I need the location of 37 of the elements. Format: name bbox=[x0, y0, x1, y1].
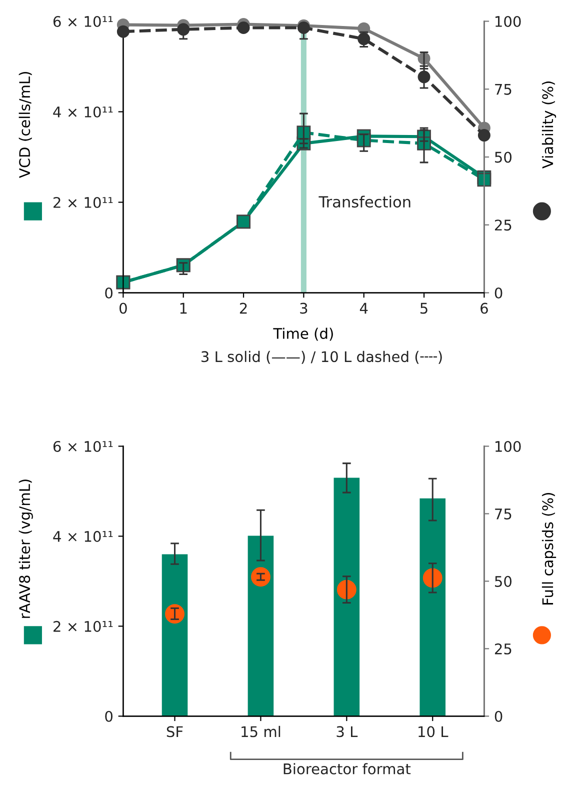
x-tick-label: 3 bbox=[300, 302, 308, 314]
x-tick-label: SF bbox=[166, 726, 183, 738]
y2-tick-label: 0 bbox=[494, 710, 502, 722]
y-tick-label: 4 × 10¹¹ bbox=[53, 530, 113, 542]
x-tick-label: 2 bbox=[240, 302, 247, 314]
y-axis-title: rAAV8 titer (vg/mL) bbox=[18, 480, 33, 618]
x-tick-label: 4 bbox=[360, 302, 368, 314]
x-tick-label: 15 ml bbox=[242, 726, 280, 738]
x-tick-label: 3 L bbox=[336, 726, 358, 738]
x-tick-label: 10 L bbox=[418, 726, 448, 738]
y-tick-label: 6 × 10¹¹ bbox=[53, 16, 113, 27]
x-tick-label: 1 bbox=[180, 302, 187, 314]
y-tick-label: 0 bbox=[105, 710, 113, 722]
y2-tick-label: 100 bbox=[496, 440, 521, 452]
text: 3 L solid (——) / 10 L dashed (╌╌) bbox=[201, 350, 442, 364]
x-tick-label: 5 bbox=[420, 302, 428, 314]
y2-tick-label: 75 bbox=[495, 508, 512, 520]
y-axis-title: VCD (cells/mL) bbox=[18, 72, 32, 178]
y2-tick-label: 50 bbox=[495, 152, 512, 163]
y2-tick-label: 25 bbox=[494, 643, 512, 654]
y2-tick-label: 75 bbox=[495, 84, 512, 95]
y2-axis-title: Full capsids (%) bbox=[542, 492, 556, 604]
y-tick-label: 2 × 10¹¹ bbox=[54, 620, 113, 632]
text: Bioreactor format bbox=[284, 763, 411, 774]
y2-tick-label: 0 bbox=[494, 287, 502, 299]
y2-axis-title: Viability (%) bbox=[542, 82, 556, 168]
x-tick-label: 6 bbox=[480, 302, 488, 314]
ref-line-label: Transfection bbox=[318, 196, 410, 208]
y2-tick-label: 50 bbox=[495, 576, 512, 587]
x-tick-label: 0 bbox=[120, 302, 127, 314]
x-axis-title: Time (d) bbox=[273, 328, 333, 341]
y-tick-label: 0 bbox=[105, 287, 113, 299]
y2-tick-label: 25 bbox=[494, 220, 512, 231]
y-tick-label: 4 × 10¹¹ bbox=[53, 106, 113, 118]
y2-tick-label: 100 bbox=[496, 16, 521, 27]
y-tick-label: 6 × 10¹¹ bbox=[53, 440, 113, 452]
y-tick-label: 2 × 10¹¹ bbox=[54, 196, 113, 208]
